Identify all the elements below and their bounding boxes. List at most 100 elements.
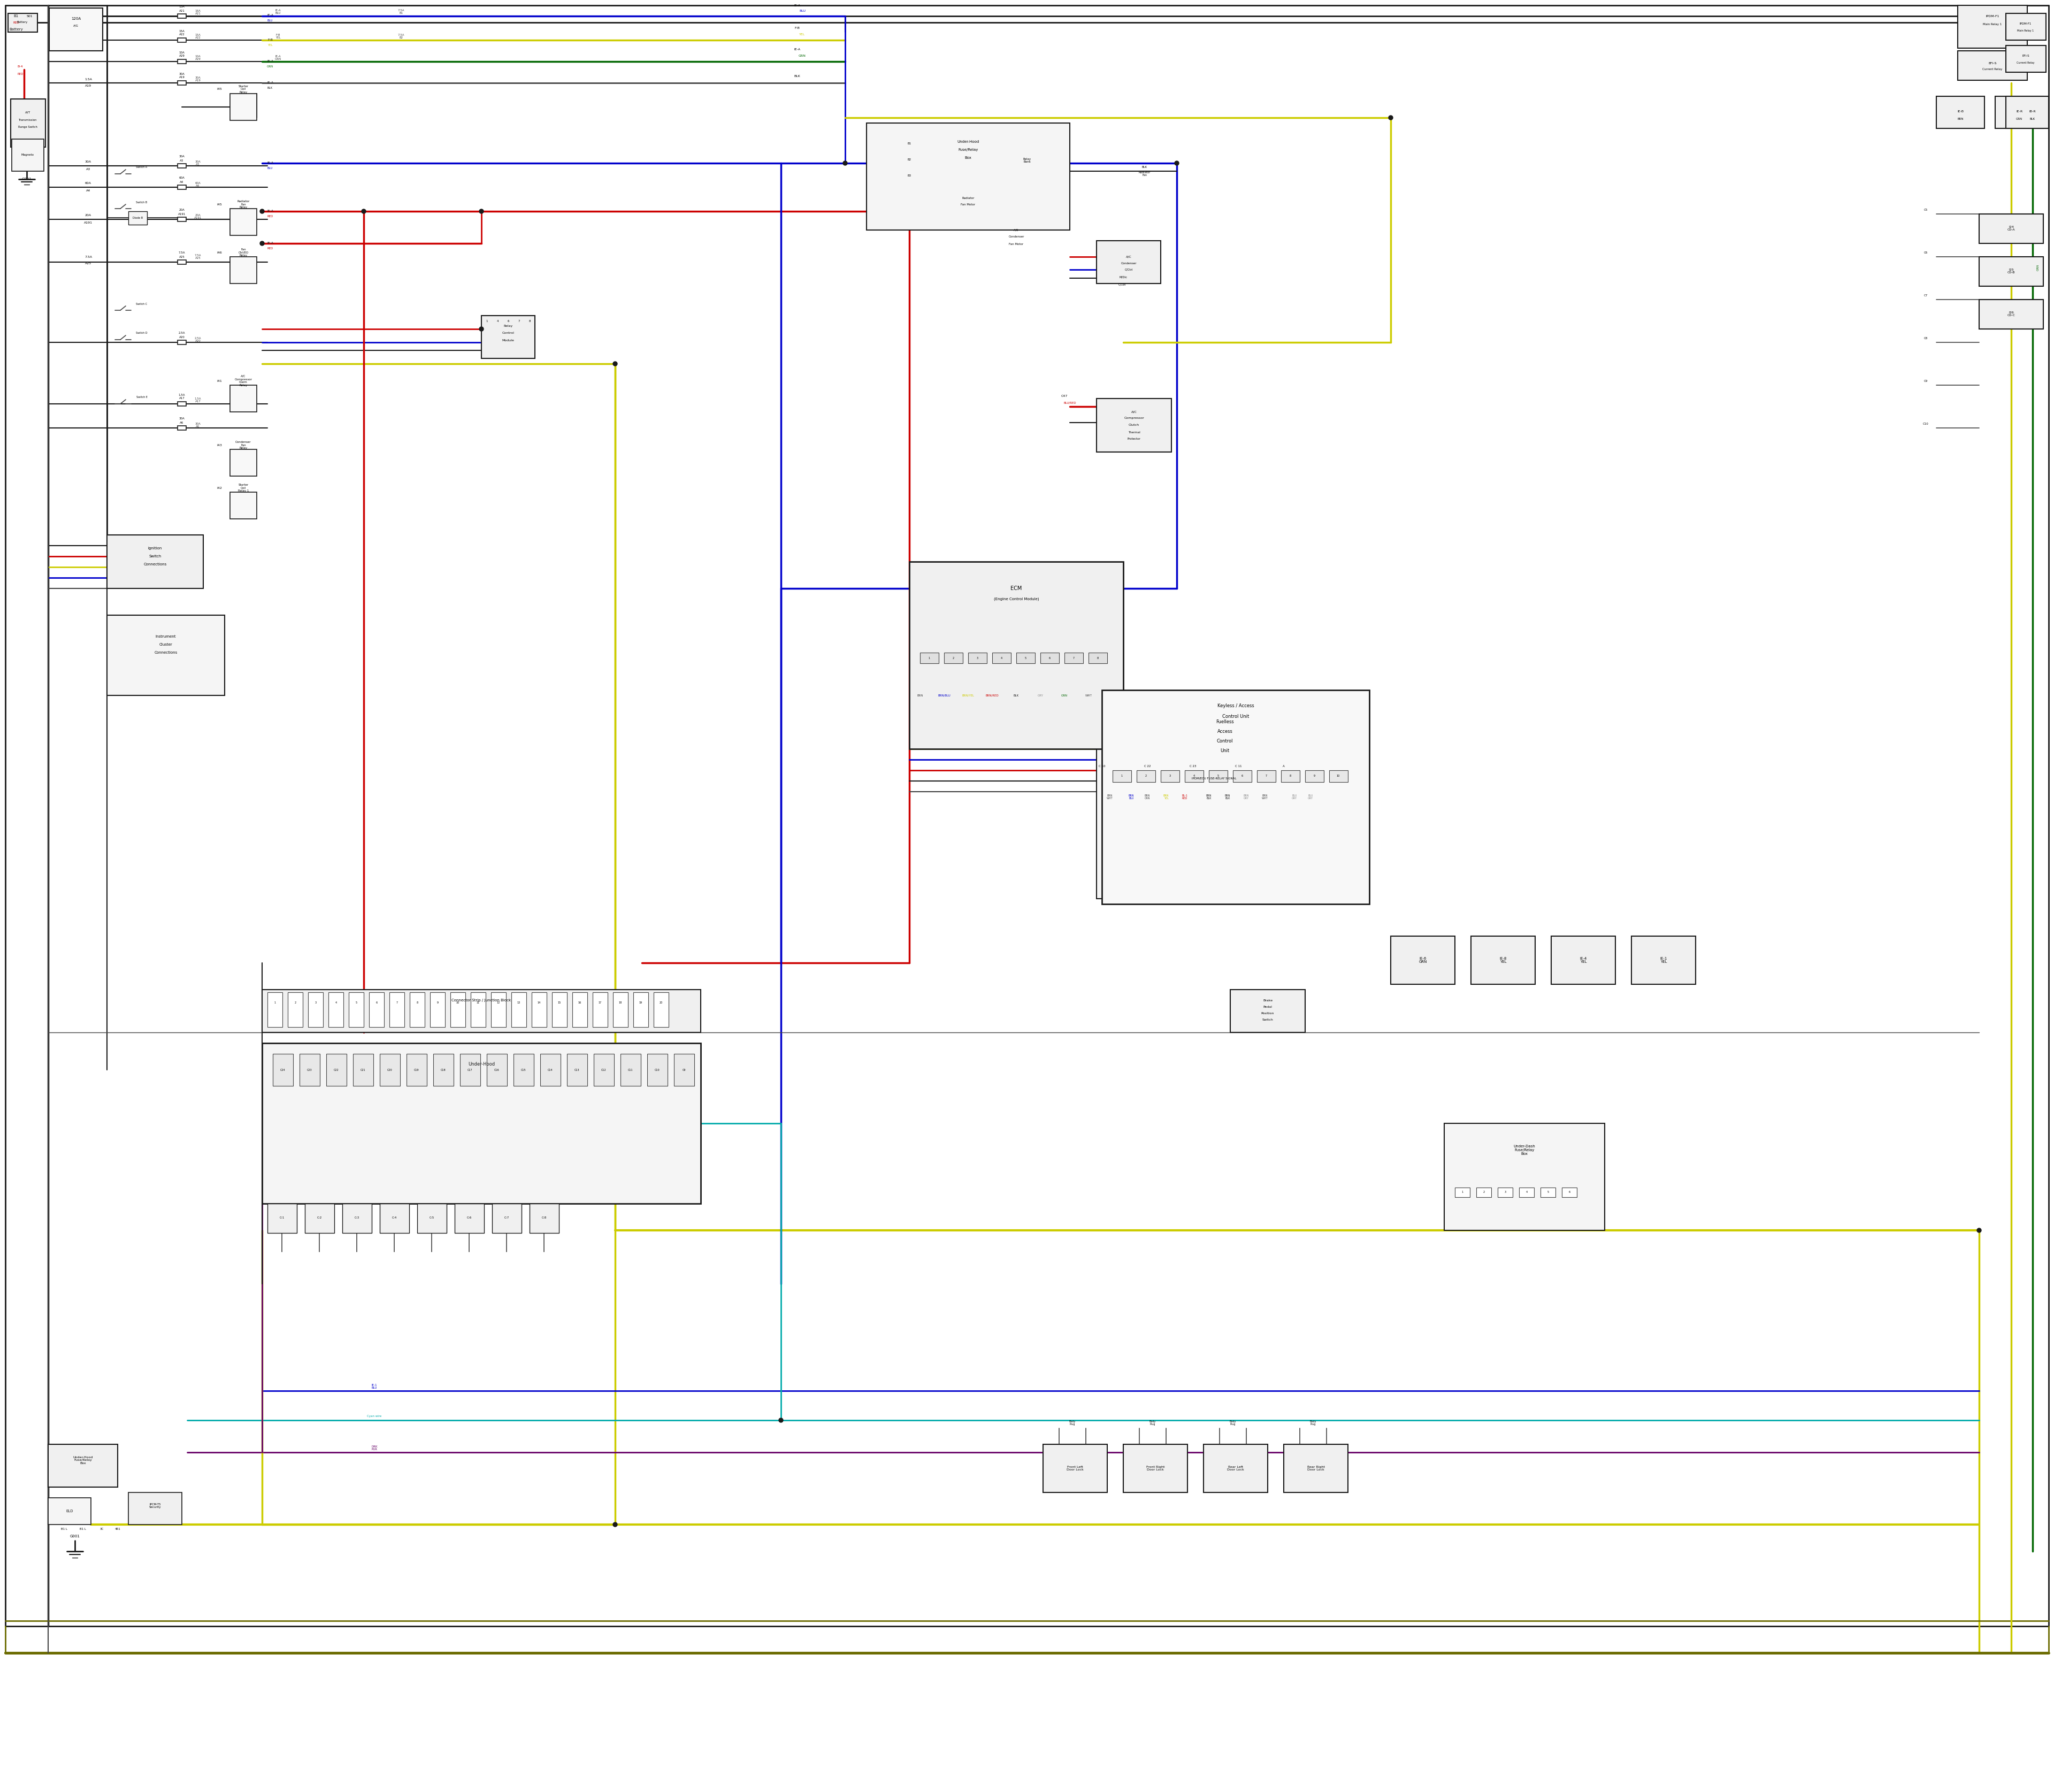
Text: 10A: 10A [179, 52, 185, 54]
Bar [1161, 771, 1179, 781]
Bar [1980, 256, 2044, 287]
Bar [1980, 213, 2044, 244]
Text: C7: C7 [1925, 294, 1927, 297]
Circle shape [1976, 1228, 1982, 1233]
Bar [867, 124, 1070, 229]
Circle shape [842, 161, 846, 165]
Circle shape [1175, 161, 1179, 165]
Text: A3: A3 [86, 168, 90, 170]
Bar [2007, 97, 2048, 129]
Text: Brake: Brake [1263, 998, 1273, 1002]
Text: Unit: Unit [1220, 749, 1230, 753]
Text: Front Left
Door Lock: Front Left Door Lock [1066, 1466, 1085, 1471]
Bar [532, 993, 546, 1027]
Text: Pedal: Pedal [1263, 1005, 1271, 1009]
Text: BRN
WHT: BRN WHT [1107, 794, 1113, 799]
Bar [992, 652, 1011, 663]
Text: 2.5A: 2.5A [179, 332, 185, 335]
Bar [1391, 935, 1454, 984]
Text: B1 L: B1 L [80, 1527, 86, 1530]
Text: B1: B1 [14, 14, 18, 18]
Bar [1043, 1444, 1107, 1493]
Text: 1.5A: 1.5A [179, 394, 185, 396]
Text: 17: 17 [598, 1002, 602, 1004]
Bar [1017, 652, 1035, 663]
Text: 11: 11 [477, 1002, 481, 1004]
Text: I46: I46 [218, 251, 222, 254]
Text: 15A
A22: 15A A22 [195, 34, 201, 39]
Bar [487, 1054, 507, 1086]
Text: 15A: 15A [179, 30, 185, 32]
Text: Radiator
Fan: Radiator Fan [1138, 170, 1150, 177]
Text: 30A: 30A [179, 418, 185, 419]
Text: EFI-S: EFI-S [2021, 56, 2029, 57]
Bar [1329, 771, 1347, 781]
Text: Clutch: Clutch [1128, 425, 1140, 426]
Text: Switch E: Switch E [136, 396, 148, 400]
Bar [594, 993, 608, 1027]
Bar [1957, 50, 2027, 81]
Text: Ignition: Ignition [148, 547, 162, 550]
Bar [2007, 45, 2046, 72]
Bar [1097, 398, 1171, 452]
Text: I25
C0-B: I25 C0-B [2007, 269, 2015, 274]
Bar [1097, 240, 1161, 283]
Text: Body
Plug: Body Plug [1150, 1419, 1156, 1426]
Text: WHT: WHT [1085, 694, 1093, 697]
Text: C-4: C-4 [392, 1217, 396, 1219]
Text: GRN: GRN [799, 54, 805, 57]
Text: 7.5A: 7.5A [84, 256, 92, 258]
Text: Cyan wire: Cyan wire [368, 1414, 382, 1417]
Text: IPDM-F1: IPDM-F1 [1986, 14, 1999, 18]
Text: 20A: 20A [84, 215, 92, 217]
Text: IE-B: IE-B [1957, 109, 1964, 113]
Bar [177, 38, 187, 43]
Text: Cluster: Cluster [160, 643, 173, 647]
Text: 16A
A21: 16A A21 [195, 9, 201, 14]
Text: C10: C10 [1923, 423, 1929, 425]
Bar [1041, 652, 1060, 663]
Bar [47, 1498, 90, 1525]
Bar [920, 652, 939, 663]
Text: BLK: BLK [1013, 694, 1019, 697]
Text: RED: RED [267, 215, 273, 219]
Text: A21: A21 [179, 9, 185, 13]
Bar [2007, 13, 2046, 39]
Bar [1101, 690, 1370, 903]
Text: 7.5A
B2: 7.5A B2 [398, 34, 405, 39]
Bar [12, 140, 43, 172]
Text: G001: G001 [23, 177, 31, 181]
Bar [1520, 1188, 1534, 1197]
Text: BLU
GRY: BLU GRY [1308, 794, 1313, 799]
Bar [1282, 771, 1300, 781]
Text: 20: 20 [659, 1002, 663, 1004]
Text: C-3: C-3 [353, 1217, 359, 1219]
Text: DRK
PUR: DRK PUR [372, 1444, 378, 1452]
Text: I24
C0-A: I24 C0-A [2007, 226, 2015, 231]
Text: B3: B3 [908, 174, 912, 177]
Text: F-B
YEL: F-B YEL [275, 34, 281, 39]
Text: 14: 14 [538, 1002, 540, 1004]
Text: I42: I42 [216, 486, 222, 489]
Bar [263, 989, 700, 1032]
Text: 2.5A
A20: 2.5A A20 [195, 337, 201, 342]
Bar [647, 1054, 668, 1086]
Circle shape [261, 242, 265, 246]
Text: C-1: C-1 [279, 1217, 283, 1219]
Text: IE-A: IE-A [267, 82, 273, 84]
Text: A4: A4 [86, 190, 90, 192]
Bar [612, 993, 629, 1027]
Text: BLK: BLK [1142, 167, 1148, 168]
Circle shape [612, 1523, 618, 1527]
Text: BRN
BLU: BRN BLU [1128, 794, 1134, 799]
Text: Current Relay: Current Relay [2017, 61, 2036, 65]
Bar [380, 1204, 409, 1233]
Text: C9: C9 [1925, 380, 1927, 383]
Bar [1454, 1188, 1471, 1197]
Text: C5: C5 [1925, 210, 1927, 211]
Circle shape [479, 326, 483, 332]
Text: IE-1
YEL: IE-1 YEL [1660, 957, 1668, 964]
Text: 4R1: 4R1 [115, 1527, 121, 1530]
Text: IE-A: IE-A [267, 59, 273, 63]
Text: C12: C12 [602, 1068, 606, 1072]
